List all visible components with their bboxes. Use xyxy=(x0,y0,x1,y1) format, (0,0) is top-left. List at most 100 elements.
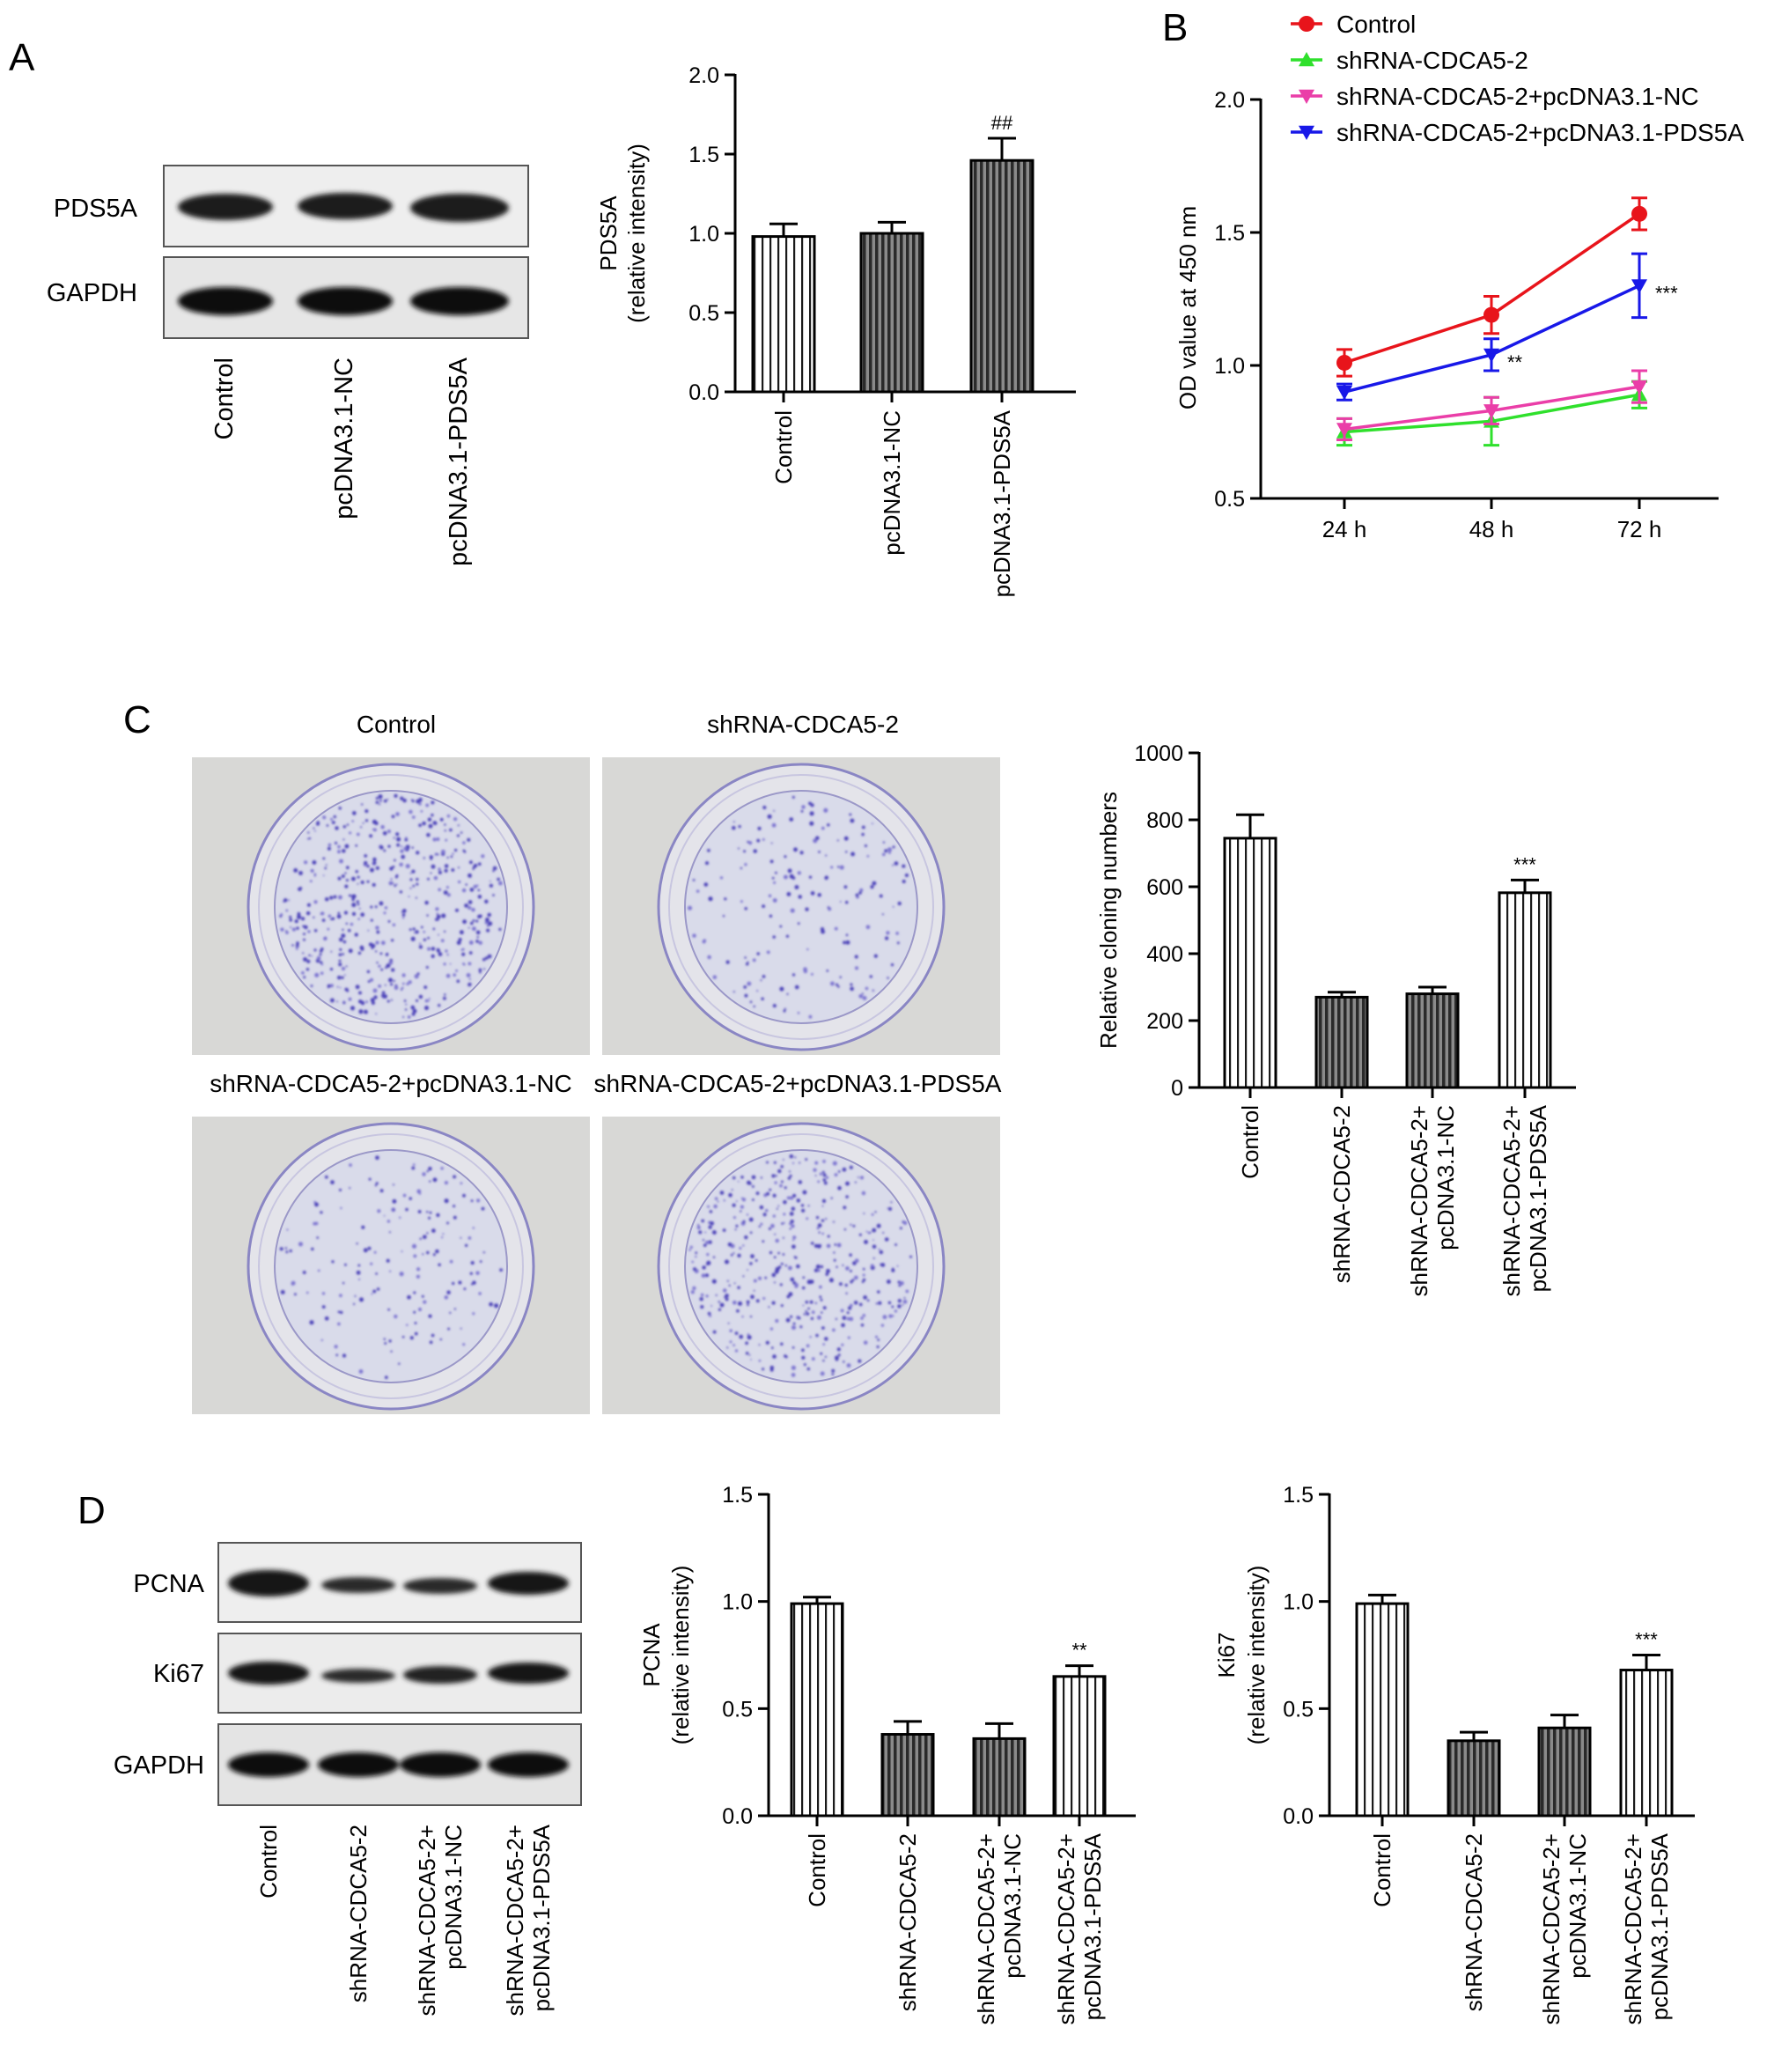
petri-dish xyxy=(192,757,590,1055)
data-point xyxy=(1483,348,1499,363)
colony-dot xyxy=(759,1205,764,1210)
significance-mark: *** xyxy=(1635,1629,1658,1651)
colony-dot xyxy=(845,900,849,904)
dish-rim-inner xyxy=(668,1133,934,1399)
colony-dot xyxy=(743,850,746,853)
colony-dot xyxy=(822,1173,827,1177)
band xyxy=(488,1663,569,1684)
colony-dot xyxy=(882,1232,885,1234)
colony-dot xyxy=(747,1269,748,1272)
colony-dot xyxy=(708,1225,712,1229)
colony-dot xyxy=(817,1269,821,1272)
colony-dot xyxy=(438,870,442,874)
colony-dot xyxy=(460,948,463,951)
colony-dot xyxy=(365,1000,368,1004)
colony-dot xyxy=(320,962,324,966)
y-axis-label: (relative intensity) xyxy=(1243,1566,1270,1745)
colony-dot xyxy=(476,1198,481,1203)
colony-dot xyxy=(692,933,696,938)
colony-dot xyxy=(314,972,320,977)
colony-dot xyxy=(760,1222,763,1226)
colony-dot xyxy=(435,907,439,911)
colony-dot xyxy=(771,1174,776,1178)
x-tick-label: 48 h xyxy=(1469,516,1514,542)
colony-dot xyxy=(307,930,311,933)
colony-dot xyxy=(845,1195,849,1198)
colony-dot xyxy=(896,941,900,945)
blot-lane-label: pcDNA3.1-NC xyxy=(440,1825,467,1970)
colony-dot xyxy=(740,1210,742,1213)
colony-dot xyxy=(344,844,350,849)
colony-dot xyxy=(834,1243,837,1246)
colony-dot xyxy=(789,1174,792,1177)
colony-dot xyxy=(814,1161,819,1165)
colony-dot xyxy=(478,1292,482,1295)
colony-dot xyxy=(456,940,461,945)
colony-dot xyxy=(702,1239,705,1242)
colony-dot xyxy=(809,811,814,816)
colony-dot xyxy=(298,888,300,891)
colony-dot xyxy=(427,817,432,822)
colony-dot xyxy=(477,895,482,899)
colony-dot xyxy=(718,1308,722,1311)
colony-dot xyxy=(859,888,864,892)
colony-dot xyxy=(904,874,909,877)
colony-dot xyxy=(744,993,748,998)
colony-dot xyxy=(820,1371,825,1376)
colonies xyxy=(279,1155,503,1379)
colony-dot xyxy=(476,936,479,939)
colony-dot xyxy=(468,940,474,945)
colony-dot xyxy=(737,1180,740,1183)
y-tick-label: 2.0 xyxy=(688,63,719,88)
colony-dot xyxy=(337,876,342,881)
colony-dot xyxy=(849,1316,854,1322)
colony-dot xyxy=(356,1242,358,1245)
colony-dot xyxy=(358,1009,364,1014)
colony-dot xyxy=(436,914,441,919)
colony-dot xyxy=(399,1216,401,1220)
colony-dot xyxy=(744,1235,748,1240)
colony-dot xyxy=(419,799,423,802)
colony-dot xyxy=(887,1207,889,1209)
colony-dot xyxy=(888,1206,892,1211)
colony-dot xyxy=(337,911,341,915)
colony-dot xyxy=(814,1301,817,1304)
colony-dot xyxy=(824,875,828,880)
colony-dot xyxy=(370,905,373,909)
colony-dot xyxy=(351,820,355,822)
colony-dot xyxy=(289,1249,292,1253)
colony-dot xyxy=(465,1243,468,1247)
colony-dot xyxy=(324,866,328,870)
colony-dot xyxy=(373,995,378,999)
colony-dot xyxy=(783,1213,786,1216)
colony-dot xyxy=(443,962,446,966)
colony-dot xyxy=(467,900,473,904)
colony-dot xyxy=(360,947,364,951)
colony-dot xyxy=(342,838,345,841)
colony-dot xyxy=(892,1315,894,1317)
colony-dot xyxy=(425,803,430,807)
colony-dot xyxy=(486,928,490,933)
colony-dot xyxy=(467,926,470,929)
colony-dot xyxy=(296,926,299,930)
colony-dot xyxy=(453,1205,456,1208)
colony-dot xyxy=(407,1015,411,1019)
colony-dot xyxy=(446,815,451,818)
colony-dot xyxy=(374,905,378,909)
colony-dot xyxy=(862,1273,865,1277)
colony-dot xyxy=(774,1281,776,1284)
colony-dot xyxy=(897,1280,901,1284)
colony-dot xyxy=(752,1198,755,1201)
colony-dot xyxy=(798,895,802,899)
colony-dot xyxy=(707,1311,711,1316)
colony-dot xyxy=(411,846,414,849)
colony-dot xyxy=(431,1333,435,1338)
colony-dot xyxy=(441,913,446,918)
colony-dot xyxy=(772,1214,776,1218)
colony-dot xyxy=(836,1265,838,1269)
colony-dot xyxy=(858,1176,859,1178)
y-tick-label: 1.5 xyxy=(1214,221,1245,246)
colony-dot xyxy=(855,966,858,970)
colony-dot xyxy=(375,1013,378,1015)
bar xyxy=(1498,891,1552,1089)
